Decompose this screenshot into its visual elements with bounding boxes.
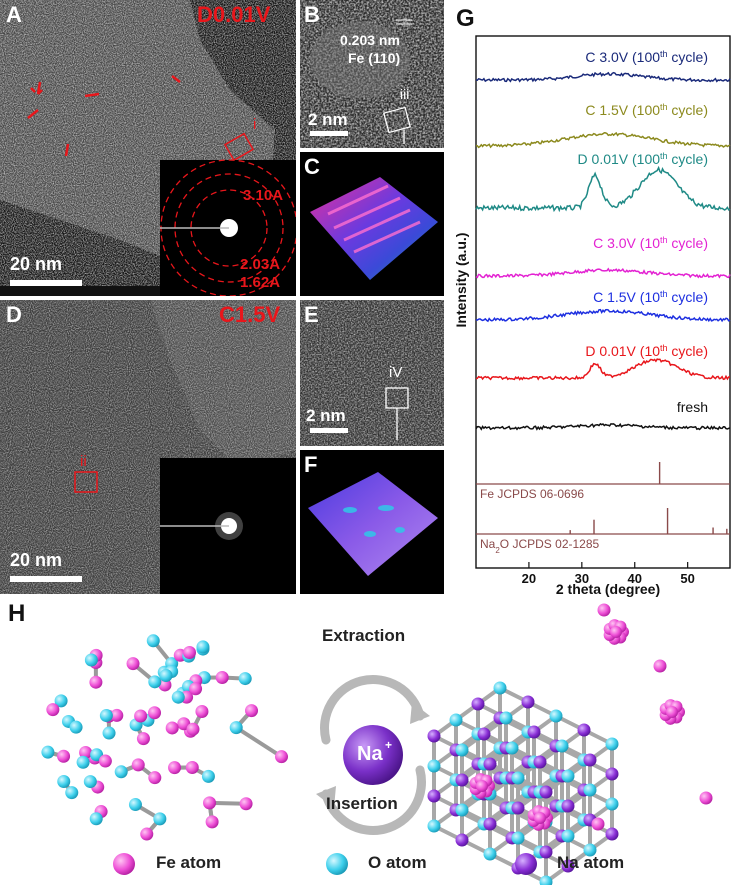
xrd-series-label: C 1.5V (100th cycle) [585, 102, 708, 118]
panel-d-scale-label: 20 nm [10, 550, 63, 570]
panel-b-spacing: 0.203 nm [340, 32, 400, 48]
panel-e-scale-label: 2 nm [306, 406, 346, 425]
amorphous-network [41, 634, 289, 841]
atom-legend: Fe atom O atom Na atom [0, 846, 737, 882]
xrd-xlabel: 2 theta (degree) [556, 581, 660, 597]
panel-e-letter: E [304, 302, 319, 327]
panel-a-ring-1: 3.10A [243, 187, 284, 204]
fe-atom-icon [113, 853, 135, 875]
panel-a-tem-image: A D0.01V i 3.10A 2.03A 1.62A 20 nm [0, 0, 296, 296]
xrd-ref-label: Fe JCPDS 06-0696 [480, 487, 584, 501]
xrd-xtick-label: 20 [522, 571, 536, 586]
xrd-series-line [475, 308, 731, 323]
xrd-series-label: fresh [677, 399, 708, 415]
xrd-ylabel: Intensity (a.u.) [453, 233, 469, 328]
xrd-series-label: C 1.5V (10th cycle) [593, 289, 708, 305]
panel-a-ring-3: 1.62A [240, 274, 281, 291]
panel-c-letter: C [304, 154, 320, 179]
panel-d-tem-image: D C1.5V ii 20 nm [0, 300, 296, 594]
xrd-chart: G 20 30 40 50 C 3.0V (100th cycle) C 1.5V (10… [453, 5, 731, 597]
panel-b-roi-label: iii [400, 86, 410, 102]
xrd-series-line [475, 71, 731, 83]
panel-e-texture [300, 300, 444, 446]
panel-d-texture [0, 300, 296, 594]
panel-b-scale-label: 2 nm [308, 110, 348, 129]
panel-d-roi-label: ii [80, 453, 87, 470]
panel-f-letter: F [304, 452, 318, 477]
cycle-arrows [320, 675, 426, 835]
panel-b-letter: B [304, 2, 320, 27]
panel-f-surface [308, 472, 438, 576]
panel-e-roi-label: iV [389, 364, 403, 381]
panel-a-arrows [27, 75, 181, 157]
xrd-series-label: D 0.01V (100th cycle) [578, 151, 708, 167]
panel-b-hrtem-image: B 0.203 nm Fe (110) iii 2 nm [300, 0, 444, 148]
xrd-xtick-label: 40 [628, 571, 642, 586]
xrd-series-line [475, 131, 731, 149]
panel-a-letter: A [6, 2, 22, 27]
panel-a-ring-2: 2.03A [240, 256, 281, 273]
crystalline-lattice [427, 603, 713, 885]
panel-a-condition: D0.01V [197, 2, 271, 27]
xrd-series-line [475, 422, 731, 431]
xrd-series-label: C 3.0V (10th cycle) [593, 235, 708, 251]
xrd-ref-label: Na2O JCPDS 02-1285 [480, 537, 600, 555]
legend-na-label: Na atom [557, 853, 625, 872]
xrd-series-line [475, 165, 731, 213]
panel-d-letter: D [6, 302, 22, 327]
xrd-series-line [475, 267, 731, 279]
panel-e-hrtem-image: E iV 2 nm [300, 300, 444, 446]
insertion-label: Insertion [326, 794, 398, 813]
panel-d-condition: C1.5V [219, 302, 281, 327]
na-ion-charge: + [385, 738, 393, 752]
xrd-xtick-label: 50 [680, 571, 694, 586]
panel-b-plane: Fe (110) [348, 50, 401, 66]
panel-f-surface-plot: F [300, 450, 444, 594]
legend-fe-label: Fe atom [156, 853, 222, 872]
panel-h-drawing [41, 603, 713, 885]
na-ion-symbol: Na [357, 743, 383, 765]
xrd-frame [475, 35, 731, 569]
xrd-xtick-label: 30 [575, 571, 589, 586]
xrd-plot-area: 20 30 40 50 C 3.0V (100th cycle) C 1.5V (100t… [475, 35, 731, 586]
panel-g-letter: G [456, 5, 475, 32]
panel-b-texture [300, 0, 444, 148]
legend-o-label: O atom [368, 853, 427, 872]
na-ion [343, 725, 403, 785]
na-atom-icon [515, 853, 537, 875]
o-atom-icon [326, 853, 348, 875]
panel-c-surface-plot: C [300, 152, 444, 296]
panel-a-scale-bar [10, 280, 82, 286]
xrd-series-label: C 3.0V (100th cycle) [585, 49, 708, 65]
panel-c-surface [310, 177, 438, 280]
panel-h-letter: H [8, 600, 26, 627]
xrd-series-line [475, 358, 730, 381]
panel-a-texture [0, 0, 296, 296]
xrd-series-label: D 0.01V (10th cycle) [585, 343, 708, 359]
extraction-label: Extraction [322, 626, 406, 645]
panel-a-roi-label: i [253, 116, 257, 133]
panel-a-scale-label: 20 nm [10, 254, 63, 274]
panel-h-schematic: H Extraction Insertion Na + Fe atom O at… [0, 598, 737, 885]
